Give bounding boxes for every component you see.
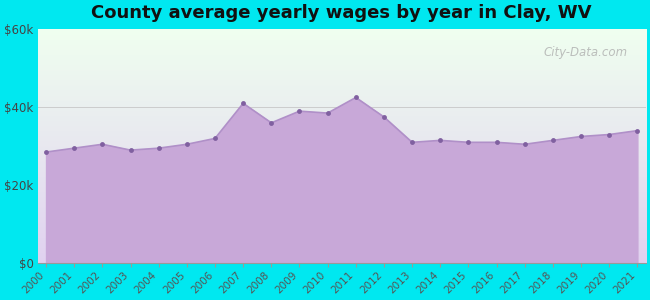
Text: City-Data.com: City-Data.com	[543, 46, 628, 59]
Title: County average yearly wages by year in Clay, WV: County average yearly wages by year in C…	[92, 4, 592, 22]
